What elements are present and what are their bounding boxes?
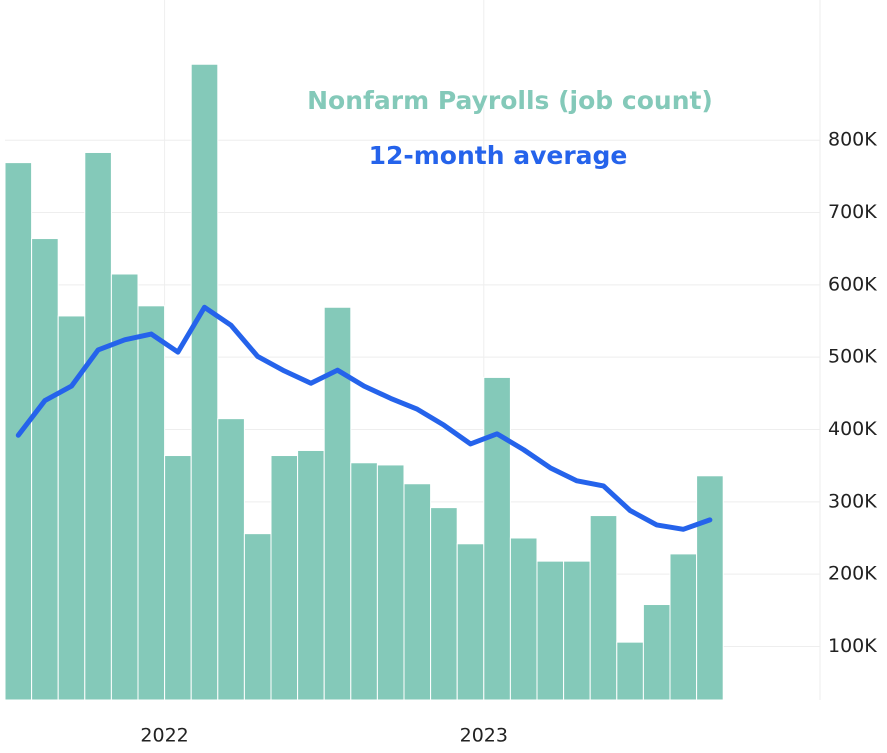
y-tick-label: 500K: [828, 346, 877, 368]
bar: [642, 604, 671, 701]
bar: [536, 560, 565, 701]
bar: [57, 315, 86, 701]
bar: [483, 376, 511, 701]
bar: [563, 560, 591, 701]
bar: [297, 449, 325, 701]
bar: [217, 418, 245, 701]
bar: [509, 537, 538, 701]
bar: [589, 515, 618, 701]
bar: [190, 63, 219, 701]
y-tick-label: 800K: [828, 129, 877, 151]
bar: [84, 151, 112, 701]
y-tick-label: 200K: [828, 563, 877, 585]
y-tick-label: 100K: [828, 635, 877, 657]
legend-entry: Nonfarm Payrolls (job count): [307, 86, 713, 115]
bar: [270, 455, 299, 701]
bar: [616, 641, 644, 701]
y-tick-label: 300K: [828, 490, 877, 512]
y-tick-label: 700K: [828, 201, 877, 223]
bar: [456, 543, 485, 701]
x-tick-label: 2022: [140, 725, 188, 747]
y-tick-label: 400K: [828, 418, 877, 440]
bar: [430, 507, 458, 701]
bar: [696, 475, 724, 701]
bar: [323, 306, 352, 701]
average-line: [15, 304, 713, 532]
bar: [350, 462, 378, 701]
bar: [243, 533, 272, 701]
bar: [31, 238, 59, 701]
bar: [376, 464, 405, 701]
bar: [137, 305, 166, 701]
y-tick-label: 600K: [828, 273, 877, 295]
bar: [164, 455, 192, 701]
legend-entry: 12-month average: [369, 141, 628, 170]
bar: [669, 553, 698, 701]
x-tick-label: 2023: [460, 725, 508, 747]
bar: [403, 483, 432, 701]
